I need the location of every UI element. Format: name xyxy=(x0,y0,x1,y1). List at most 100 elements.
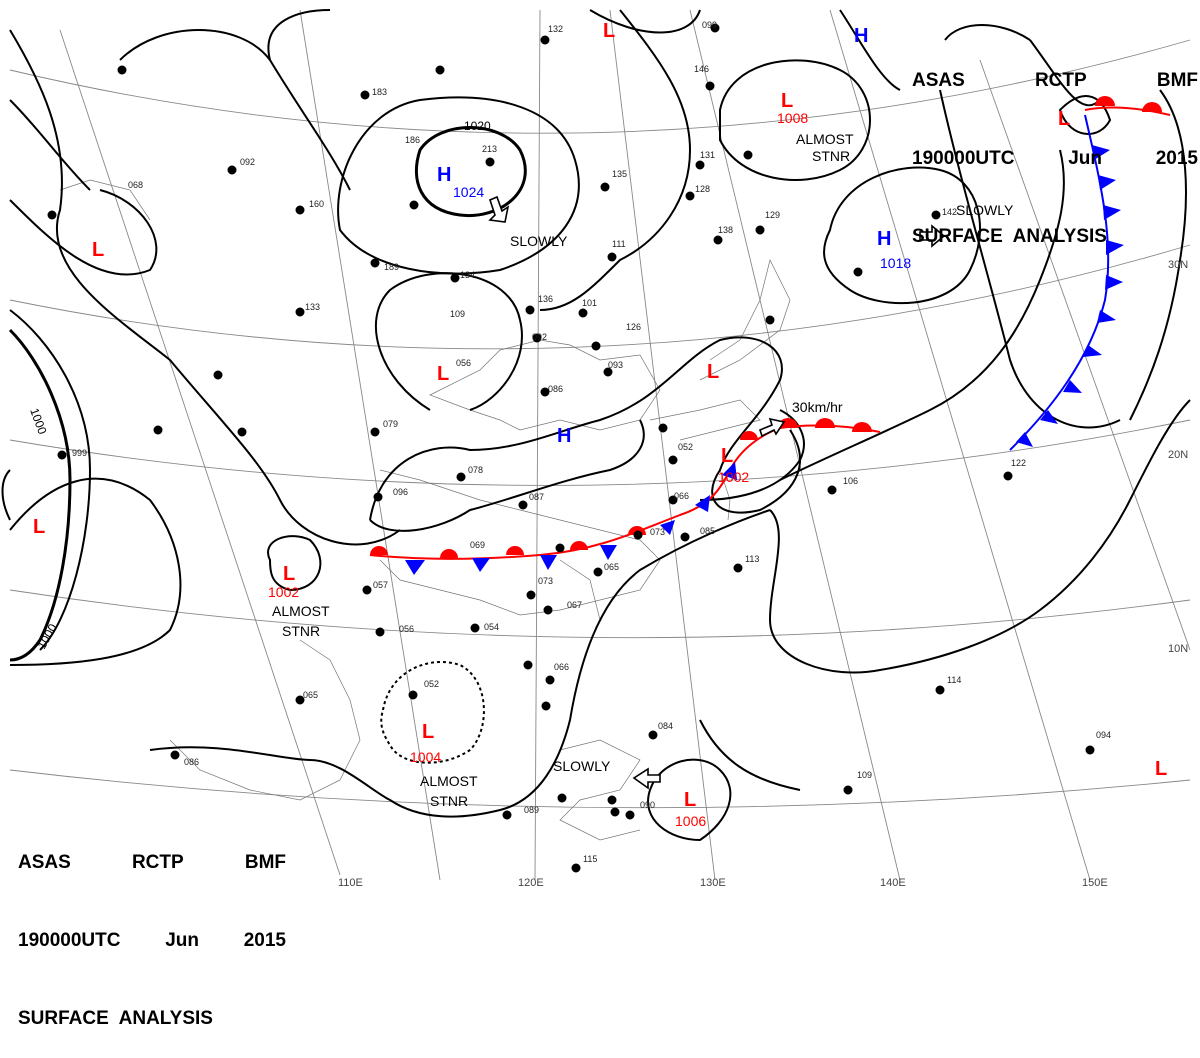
almost-stnr-label: ALMOST xyxy=(796,131,854,147)
header-time: 190000UTC xyxy=(912,148,1015,169)
chart-header-bottom-left: ASAS RCTP BMF 190000UTC Jun 2015 SURFACE… xyxy=(18,798,286,1058)
station-value: 189 xyxy=(384,262,399,272)
header-time: 190000UTC xyxy=(18,930,121,951)
station-value: 101 xyxy=(582,298,597,308)
station-value: 090 xyxy=(640,800,655,810)
isobar-1000 xyxy=(8,328,72,662)
station-value: 186 xyxy=(405,135,420,145)
station-value: 052 xyxy=(678,442,693,452)
longitude-lines xyxy=(59,9,1191,881)
station-value: 073 xyxy=(650,527,665,537)
station-value: 094 xyxy=(1096,730,1111,740)
movement-label: 30km/hr xyxy=(792,399,843,415)
lat-label: 30N xyxy=(1168,259,1188,271)
station-value: 126 xyxy=(626,322,641,332)
low-center-value: 1004 xyxy=(410,749,441,765)
header-month: Jun xyxy=(1068,148,1102,169)
station-value: 111 xyxy=(612,239,626,249)
lon-label: 130E xyxy=(700,877,726,889)
station-value: 073 xyxy=(538,576,553,586)
lon-label: 150E xyxy=(1082,877,1108,889)
stationary-front xyxy=(369,418,881,575)
station-value: 999 xyxy=(72,448,87,458)
isobar-label: 1020 xyxy=(464,119,491,133)
surface-analysis-map: 110E 120E 130E 140E 150E 30N 20N 10N H 1… xyxy=(1,9,1191,889)
low-center-symbol: L xyxy=(422,721,434,743)
low-center-value: 1008 xyxy=(777,110,808,126)
station-value: 079 xyxy=(383,419,398,429)
low-center-symbol: L xyxy=(1155,758,1167,780)
station-value: 115 xyxy=(583,854,597,864)
station-value: 106 xyxy=(843,476,858,486)
cold-front xyxy=(1009,96,1171,451)
station-value: 113 xyxy=(745,554,759,564)
station-value: 213 xyxy=(482,144,497,154)
station-value: 122 xyxy=(1011,458,1026,468)
station-value: 092 xyxy=(240,157,255,167)
station-value: 085 xyxy=(700,526,715,536)
header-code: BMF xyxy=(1156,70,1198,91)
header-code: BMF xyxy=(244,852,286,873)
dashed-isobar xyxy=(380,661,485,764)
header-month: Jun xyxy=(165,930,199,951)
lon-label: 140E xyxy=(880,877,906,889)
low-center-value: 1006 xyxy=(675,813,706,829)
high-center-value: 1024 xyxy=(453,184,484,200)
station-value: 142 xyxy=(942,207,957,217)
station-value: 057 xyxy=(373,580,388,590)
station-value: 068 xyxy=(128,180,143,190)
almost-stnr-label: STNR xyxy=(282,623,320,639)
station-value: 069 xyxy=(470,540,485,550)
high-center-symbol: H xyxy=(854,25,868,47)
station-value: 109 xyxy=(450,309,465,319)
pressure-centers: H 1024 H 1018 H H L 1008 L 1002 L 1002 L… xyxy=(33,20,1167,829)
high-center-symbol: H xyxy=(877,228,891,250)
low-center-symbol: L xyxy=(781,90,793,112)
stnr-labels: ALMOST STNR ALMOST STNR ALMOST STNR xyxy=(272,131,854,809)
header-station: RCTP xyxy=(1034,70,1087,91)
longitude-labels: 110E 120E 130E 140E 150E xyxy=(338,877,1108,889)
station-value: 129 xyxy=(765,210,780,220)
station-value: 089 xyxy=(524,805,539,815)
low-center-symbol: L xyxy=(283,563,295,585)
station-value: 066 xyxy=(674,491,689,501)
station-value: 067 xyxy=(567,600,582,610)
latitude-labels: 30N 20N 10N xyxy=(1168,259,1188,655)
low-center-value: 1002 xyxy=(718,469,749,485)
station-value: 183 xyxy=(372,87,387,97)
station-value: 099 xyxy=(702,20,717,30)
low-center-symbol: L xyxy=(437,363,449,385)
station-value: 096 xyxy=(393,487,408,497)
station-value: 131 xyxy=(700,150,715,160)
movement-label: SLOWLY xyxy=(510,233,568,249)
coastlines xyxy=(59,179,791,841)
station-value: 065 xyxy=(604,562,619,572)
station-value: 160 xyxy=(309,199,324,209)
station-value: 133 xyxy=(305,302,320,312)
station-value: 135 xyxy=(612,169,627,179)
station-value: 052 xyxy=(424,679,439,689)
station-value: 066 xyxy=(554,662,569,672)
movement-label: SLOWLY xyxy=(553,758,611,774)
low-center-value: 1002 xyxy=(268,584,299,600)
high-center-symbol: H xyxy=(437,164,451,186)
low-center-symbol: L xyxy=(707,361,719,383)
station-value: 086 xyxy=(548,384,563,394)
movement-label: SLOWLY xyxy=(956,202,1014,218)
low-center-symbol: L xyxy=(33,516,45,538)
station-value: 078 xyxy=(468,465,483,475)
header-source: ASAS xyxy=(912,70,965,91)
station-value: 065 xyxy=(303,690,318,700)
header-title: SURFACE ANALYSIS xyxy=(912,226,1107,247)
station-value: 114 xyxy=(947,675,961,685)
station-value: 136 xyxy=(538,294,553,304)
station-value: 087 xyxy=(529,492,544,502)
station-values: 213 092 068 183 186 160 189 134 133 109 … xyxy=(72,20,1111,864)
lon-label: 120E xyxy=(518,877,544,889)
station-value: 086 xyxy=(184,757,199,767)
almost-stnr-label: STNR xyxy=(812,148,850,164)
station-value: 128 xyxy=(695,184,710,194)
almost-stnr-label: ALMOST xyxy=(420,773,478,789)
station-value: 132 xyxy=(548,24,563,34)
low-center-symbol: L xyxy=(721,445,733,467)
